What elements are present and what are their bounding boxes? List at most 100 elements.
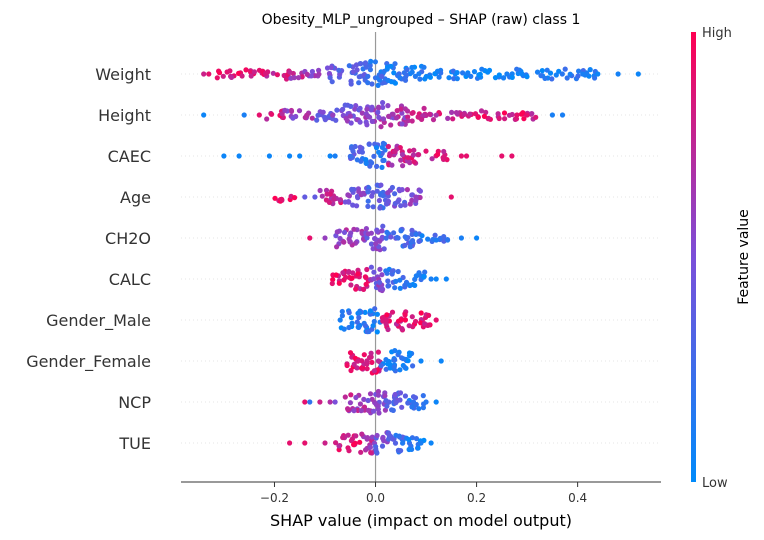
shap-point	[375, 358, 381, 364]
shap-point	[463, 153, 470, 159]
shap-point	[471, 69, 478, 75]
chart-title: Obesity_MLP_ungrouped – SHAP (raw) class…	[262, 12, 581, 28]
shap-point	[343, 115, 349, 121]
shap-point	[398, 448, 404, 454]
shap-point	[287, 69, 293, 75]
feature-label: Height	[98, 106, 151, 125]
shap-point	[398, 106, 404, 112]
shap-point	[356, 189, 362, 195]
feature-label: CAEC	[108, 147, 151, 166]
shap-point	[500, 75, 507, 81]
shap-point	[564, 75, 570, 81]
shap-point	[373, 145, 380, 151]
shap-point	[385, 143, 391, 150]
shap-point	[302, 440, 308, 446]
shap-point	[379, 228, 385, 234]
shap-point	[559, 71, 565, 77]
shap-point	[418, 358, 424, 364]
shap-point	[400, 163, 406, 169]
shap-point	[336, 67, 342, 73]
shap-point	[375, 392, 381, 398]
shap-point	[387, 365, 393, 371]
shap-point	[332, 399, 338, 405]
shap-point	[265, 69, 271, 75]
shap-point	[353, 286, 359, 292]
shap-point	[386, 358, 392, 365]
shap-point	[333, 117, 339, 123]
x-ticks: −0.2 0.0 0.2 0.4	[260, 482, 587, 505]
shap-point	[556, 68, 562, 74]
shap-point	[399, 121, 405, 127]
shap-point	[314, 117, 320, 123]
feature-label: CALC	[109, 270, 151, 289]
shap-point	[363, 64, 369, 70]
shap-point	[400, 440, 406, 446]
shap-point	[370, 204, 376, 210]
x-tick-label: 0.4	[568, 491, 587, 505]
shap-point	[272, 195, 278, 201]
shap-point	[365, 113, 371, 119]
shap-point	[337, 71, 343, 77]
shap-point	[506, 112, 512, 118]
shap-point	[378, 182, 384, 188]
shap-point	[416, 238, 422, 244]
shap-point	[576, 68, 582, 74]
shap-point	[358, 408, 364, 414]
shap-point	[365, 80, 371, 86]
shap-point	[369, 396, 375, 402]
shap-point	[376, 149, 382, 155]
shap-point	[416, 406, 422, 412]
feature-label: Gender_Male	[46, 311, 151, 331]
shap-point	[504, 71, 510, 77]
shap-point	[364, 366, 370, 372]
shap-points	[201, 58, 641, 456]
shap-point	[465, 71, 471, 77]
shap-point	[372, 306, 378, 312]
shap-point	[419, 116, 425, 122]
shap-point	[307, 235, 313, 241]
shap-point	[441, 234, 447, 240]
shap-point	[398, 157, 404, 163]
shap-point	[392, 440, 399, 446]
shap-point	[364, 358, 370, 364]
shap-point	[334, 107, 340, 113]
shap-point	[369, 359, 375, 365]
shap-point	[354, 319, 360, 325]
shap-point	[440, 155, 446, 161]
shap-point	[292, 195, 298, 201]
shap-point	[409, 192, 415, 198]
shap-point	[380, 223, 386, 229]
shap-point	[266, 153, 272, 159]
shap-point	[592, 75, 598, 81]
shap-point	[371, 153, 377, 159]
feature-label: Weight	[95, 65, 151, 84]
shap-point	[435, 151, 441, 158]
shap-point	[363, 160, 369, 166]
shap-point	[361, 352, 367, 358]
shap-point	[357, 61, 363, 67]
shap-point	[220, 73, 226, 79]
shap-point	[524, 112, 530, 118]
shap-point	[369, 118, 375, 124]
shap-point	[369, 434, 375, 440]
shap-point	[417, 76, 423, 82]
shap-point	[402, 242, 408, 248]
shap-point	[388, 234, 394, 240]
shap-point	[445, 115, 451, 121]
shap-point	[346, 324, 352, 331]
shap-point	[315, 112, 321, 118]
shap-point	[349, 275, 355, 281]
shap-point	[345, 199, 352, 205]
shap-point	[375, 82, 381, 88]
shap-point	[520, 110, 526, 116]
shap-point	[429, 156, 435, 162]
shap-point	[342, 394, 348, 400]
colorbar-title: Feature value	[736, 209, 752, 305]
shap-point	[274, 72, 280, 78]
shap-point	[364, 435, 371, 441]
shap-point	[416, 152, 422, 158]
shap-point	[330, 112, 336, 118]
shap-point	[389, 184, 395, 191]
shap-point	[402, 202, 408, 208]
shap-point	[270, 70, 276, 76]
